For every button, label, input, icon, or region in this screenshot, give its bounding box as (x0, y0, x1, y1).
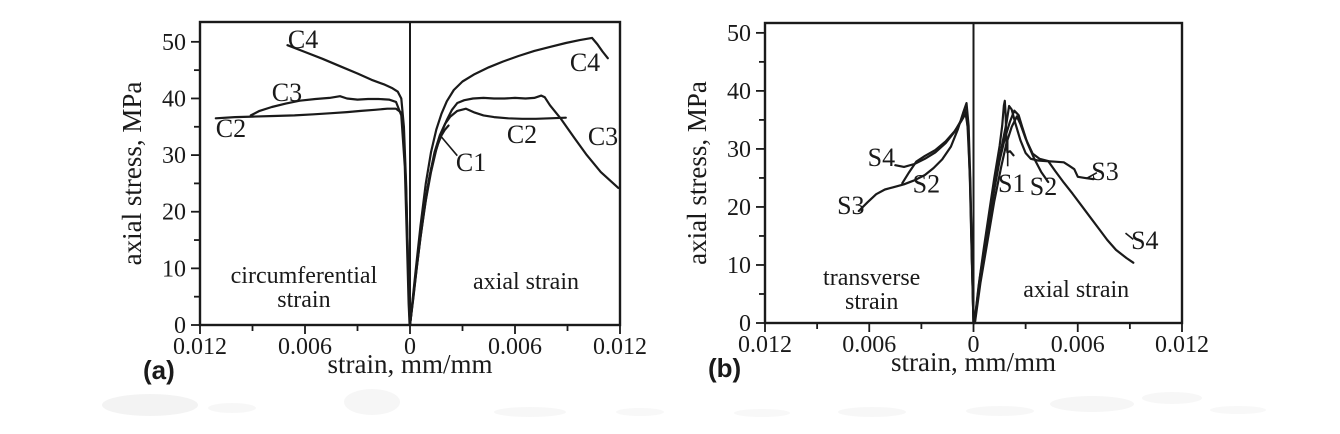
curve-label-a-4: C2 (507, 120, 537, 149)
curve-label-a-6: C4 (570, 48, 600, 77)
y-tick-label-b-2: 20 (727, 195, 751, 221)
curve-a-C1-axial (408, 124, 450, 327)
scan-artifact-10 (1210, 406, 1266, 414)
x-tick-label-a-2: 0 (404, 334, 416, 360)
scan-artifact-7 (966, 406, 1034, 416)
curve-label-a-3: C1 (456, 148, 486, 177)
y-tick-label-b-4: 40 (727, 79, 751, 105)
y-axis-title-a: axial stress, MPa (117, 82, 147, 266)
curve-label-b-5: S3 (1091, 157, 1118, 186)
x-tick-label-a-3: 0.006 (488, 334, 542, 360)
curve-label-b-6: S4 (1131, 226, 1158, 255)
scan-artifact-1 (208, 403, 256, 413)
curve-label-b-2: S3 (837, 191, 864, 220)
curve-label-b-0: S4 (868, 143, 895, 172)
y-tick-label-a-1: 10 (162, 256, 186, 282)
curve-b-S4-transverse (894, 107, 975, 325)
curve-label-leader-b-6 (1124, 232, 1134, 241)
x-tick-label-a-4: 0.012 (593, 334, 647, 360)
x-tick-label-b-0: 0.012 (738, 332, 792, 358)
curve-a-C3-axial (408, 94, 620, 327)
curve-b-S4-axial (973, 115, 1135, 325)
x-tick-label-b-4: 0.012 (1155, 332, 1209, 358)
curve-b-S3-axial (973, 104, 1095, 325)
x-tick-label-a-0: 0.012 (173, 334, 227, 360)
curve-label-a-0: C4 (288, 25, 318, 54)
y-axis-title-b: axial stress, MPa (682, 81, 712, 265)
scan-artifact-6 (838, 407, 906, 417)
curve-label-b-1: S2 (913, 170, 940, 199)
curve-label-leader-a-3 (440, 136, 458, 157)
x-axis-title-a: strain, mm/mm (328, 349, 493, 379)
region-label-a-0: circumferential strain (231, 263, 378, 313)
region-label-b-1: axial strain (1023, 277, 1129, 303)
y-tick-label-b-5: 50 (727, 21, 751, 47)
panel-letter-a: (a) (143, 355, 175, 385)
x-tick-label-b-3: 0.006 (1051, 332, 1105, 358)
panel-b: 0.012 0.006 0 0.006 0.01201020304050strain, … (682, 21, 1209, 383)
scan-artifact-9 (1142, 392, 1202, 404)
y-tick-label-b-0: 0 (739, 311, 751, 337)
x-tick-label-b-1: 0.006 (842, 332, 896, 358)
y-tick-label-a-0: 0 (174, 313, 186, 339)
region-label-b-0: transverse strain (823, 265, 920, 315)
region-label-a-1: axial strain (473, 269, 579, 295)
curve-label-b-4: S2 (1030, 172, 1057, 201)
y-tick-label-a-3: 30 (162, 143, 186, 169)
scan-artifact-0 (102, 394, 198, 416)
panel-letter-b: (b) (708, 353, 741, 383)
scan-artifact-5 (734, 409, 790, 417)
scan-artifact-2 (344, 389, 400, 415)
x-tick-label-b-2: 0 (968, 332, 980, 358)
y-tick-label-b-3: 30 (727, 137, 751, 163)
curve-label-a-1: C3 (272, 78, 302, 107)
y-tick-label-b-1: 10 (727, 253, 751, 279)
scan-artifact-8 (1050, 396, 1134, 412)
x-axis-title-b: strain, mm/mm (891, 347, 1056, 377)
curve-a-C4-axial (408, 36, 609, 327)
y-tick-label-a-5: 50 (162, 30, 186, 56)
panel-a: 0.012 0.006 0 0.006 0.01201020304050strain, … (117, 20, 647, 385)
y-tick-label-a-4: 40 (162, 86, 186, 112)
curve-label-b-3: S1 (998, 169, 1025, 198)
y-tick-label-a-2: 20 (162, 200, 186, 226)
scan-artifact-4 (616, 408, 664, 416)
scan-artifact-3 (494, 407, 566, 417)
curve-label-a-2: C2 (216, 114, 246, 143)
curve-label-a-5: C3 (588, 122, 618, 151)
curve-label-leader-b-5 (1086, 171, 1098, 180)
curve-a-C4-circumferential (286, 44, 412, 327)
curve-b-S2-transverse (901, 112, 975, 325)
x-tick-label-a-1: 0.006 (278, 334, 332, 360)
